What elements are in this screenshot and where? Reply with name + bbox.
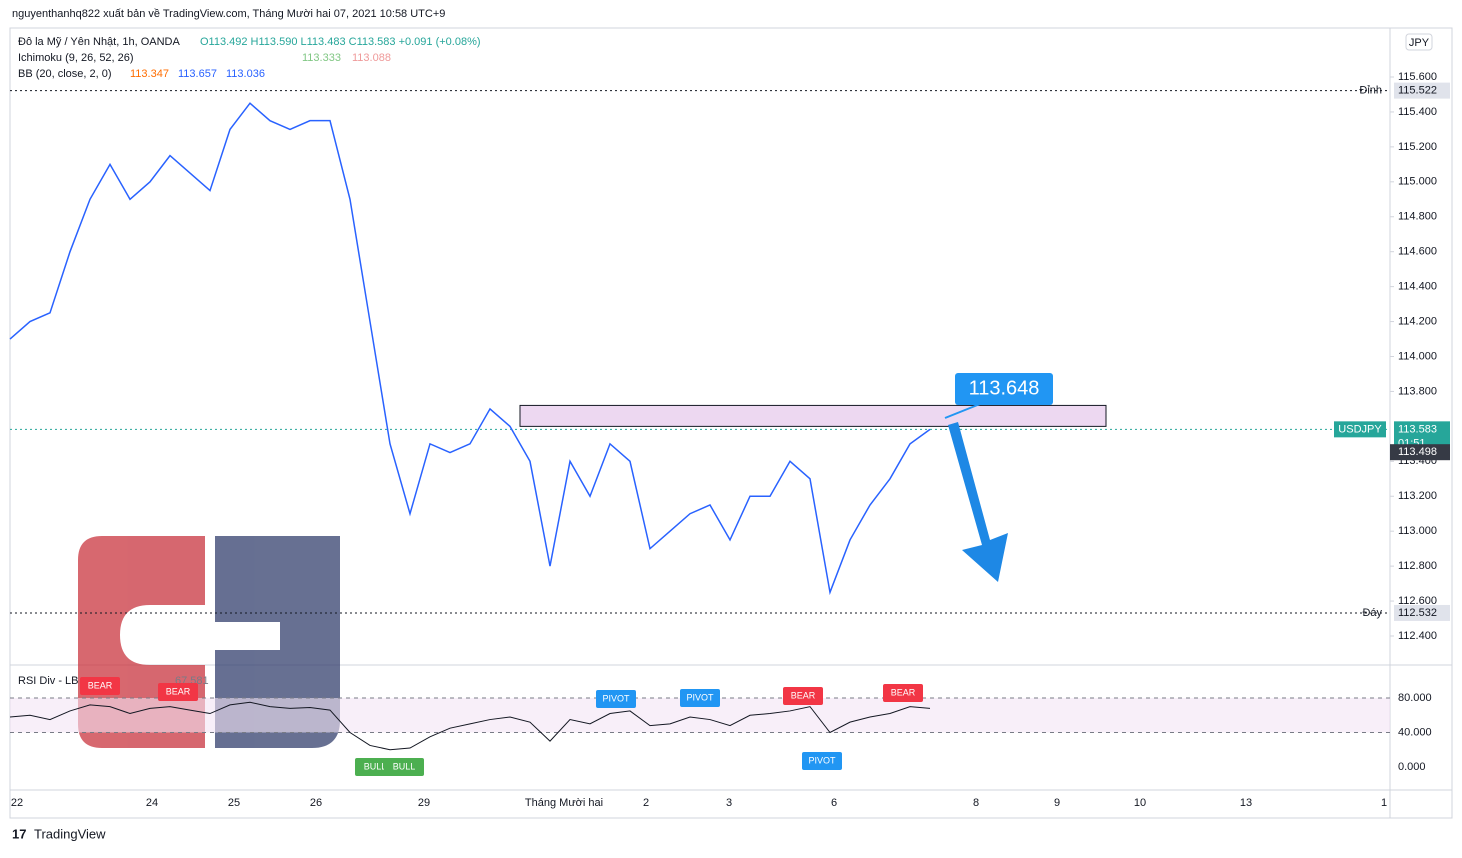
rsi-marker-label: BEAR — [791, 690, 816, 700]
price-tick-label: 114.000 — [1398, 350, 1437, 362]
time-tick-label: 26 — [310, 797, 322, 809]
level-name: Đáy — [1362, 607, 1382, 619]
price-tick-label: 113.200 — [1398, 490, 1437, 502]
rsi-title: RSI Div - LB — [18, 675, 79, 687]
rsi-marker — [596, 690, 636, 708]
rsi-marker-label: PIVOT — [602, 693, 630, 703]
time-tick-label: 24 — [146, 797, 158, 809]
ichimoku: Ichimoku (9, 26, 52, 26) — [18, 52, 134, 64]
price-tick-label: 114.200 — [1398, 315, 1437, 327]
price-tick-label: 112.800 — [1398, 560, 1437, 572]
price-tick-label: 115.400 — [1398, 106, 1437, 118]
arrow — [948, 422, 1008, 582]
last-name-box — [1334, 421, 1386, 438]
time-tick-label: 9 — [1054, 797, 1060, 809]
rsi-line — [9, 701, 931, 751]
time-tick-label: 6 — [831, 797, 837, 809]
publisher: nguyenthanhq822 xuất bản về TradingView.… — [12, 8, 445, 20]
ichimoku-value: 113.088 — [352, 52, 391, 64]
brand: TradingView — [34, 826, 106, 841]
symbol: Đô la Mỹ / Yên Nhật, 1h, OANDA — [18, 36, 180, 48]
rsi-marker — [783, 687, 823, 705]
rsi-marker-label: BEAR — [891, 687, 916, 697]
rsi-marker — [680, 689, 720, 707]
last-name: USDJPY — [1338, 423, 1382, 435]
time-tick-label: 3 — [726, 797, 732, 809]
rsi-marker — [80, 677, 120, 695]
time-tick-label: 29 — [418, 797, 430, 809]
rsi-tick-label: 80.000 — [1398, 692, 1432, 704]
logo-mark: 17 — [12, 826, 26, 841]
rsi-marker-label: BULL — [393, 761, 416, 771]
price-tick-label: 115.000 — [1398, 176, 1437, 188]
rsi-marker-label: BULL — [364, 761, 387, 771]
time-tick-label: 25 — [228, 797, 240, 809]
ohlc: O113.492 H113.590 L113.483 C113.583 +0.0… — [200, 36, 481, 48]
target-box — [955, 373, 1053, 405]
time-tick-label: 8 — [973, 797, 979, 809]
price-tick-label: 114.800 — [1398, 211, 1437, 223]
zone — [519, 404, 1107, 427]
rsi-marker — [158, 683, 198, 701]
rsi-tick-label: 0.000 — [1398, 761, 1426, 773]
price-tick-label: 112.600 — [1398, 595, 1437, 607]
mid-price: 113.498 — [1398, 446, 1437, 458]
level-box — [1394, 82, 1450, 99]
price-tick-label: 114.600 — [1398, 246, 1437, 258]
rsi-marker — [384, 758, 424, 776]
target-label: 113.648 — [969, 377, 1040, 399]
time-tick-label: 10 — [1134, 797, 1146, 809]
time-tick-label: Tháng Mười hai — [525, 797, 603, 809]
currency[interactable]: JPY — [1409, 37, 1430, 49]
level-box — [1394, 604, 1450, 621]
frame — [9, 27, 1453, 819]
time-tick-label: 13 — [1240, 797, 1252, 809]
currency-box[interactable] — [1405, 33, 1433, 51]
time-tick-label: 22 — [11, 797, 23, 809]
rsi-marker-label: BEAR — [88, 680, 113, 690]
rsi-tick-label: 40.000 — [1398, 726, 1432, 738]
level-label: 115.522 — [1398, 85, 1437, 97]
ichimoku-value: 113.333 — [302, 52, 341, 64]
price-tick-label: 113.800 — [1398, 385, 1437, 397]
level-label: 112.532 — [1398, 607, 1437, 619]
price-tick-label: 112.400 — [1398, 630, 1437, 642]
mid-box — [1390, 444, 1450, 461]
rsi-marker-label: PIVOT — [808, 755, 836, 765]
level-name: Đỉnh — [1359, 85, 1382, 97]
bb-value: 113.347 — [130, 68, 169, 80]
time-tick-label: 2 — [643, 797, 649, 809]
price-tick-label: 115.200 — [1398, 141, 1437, 153]
bb-value: 113.657 — [178, 68, 217, 80]
bb-value: 113.036 — [226, 68, 265, 80]
last-price: 113.583 — [1398, 423, 1437, 435]
bb: BB (20, close, 2, 0) — [18, 68, 112, 80]
price-tick-label: 114.400 — [1398, 281, 1437, 293]
rsi-marker — [883, 684, 923, 702]
rsi-marker-label: BEAR — [166, 686, 191, 696]
price-line — [9, 102, 931, 596]
price-tick-label: 115.600 — [1398, 71, 1437, 83]
time-tick-label: 1 — [1381, 797, 1387, 809]
rsi-marker-label: PIVOT — [686, 692, 714, 702]
price-tick-label: 113.000 — [1398, 525, 1437, 537]
rsi-marker — [802, 752, 842, 770]
